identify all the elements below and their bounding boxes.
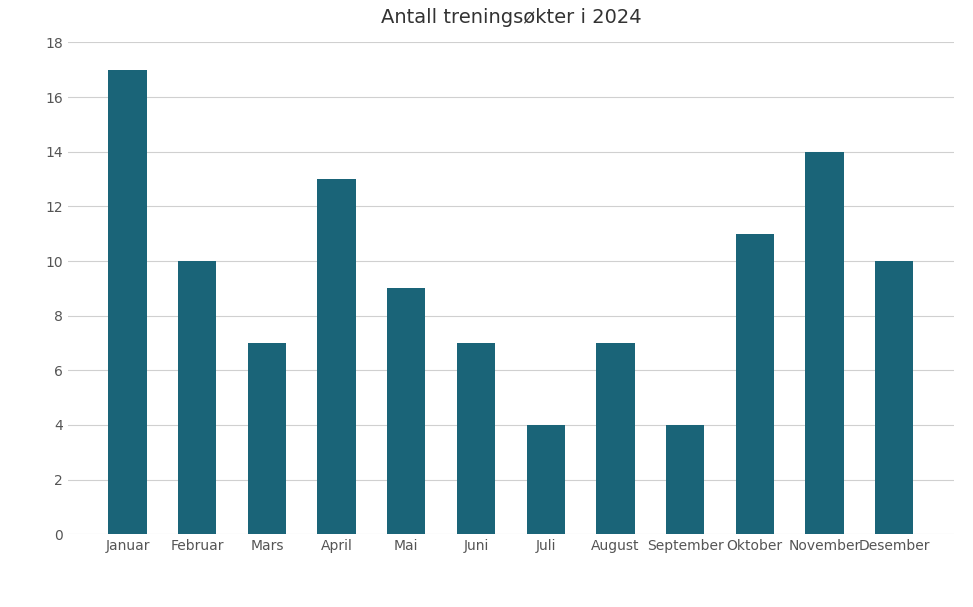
Bar [178, 261, 216, 534]
Bar [596, 343, 634, 534]
Bar [317, 179, 356, 534]
Bar [806, 152, 844, 534]
Bar [736, 234, 774, 534]
Bar [526, 425, 565, 534]
Bar [666, 425, 704, 534]
Title: Antall treningsøkter i 2024: Antall treningsøkter i 2024 [380, 8, 641, 27]
Bar [875, 261, 914, 534]
Bar [387, 288, 425, 534]
Bar [456, 343, 495, 534]
Bar [108, 70, 147, 534]
Bar [248, 343, 286, 534]
